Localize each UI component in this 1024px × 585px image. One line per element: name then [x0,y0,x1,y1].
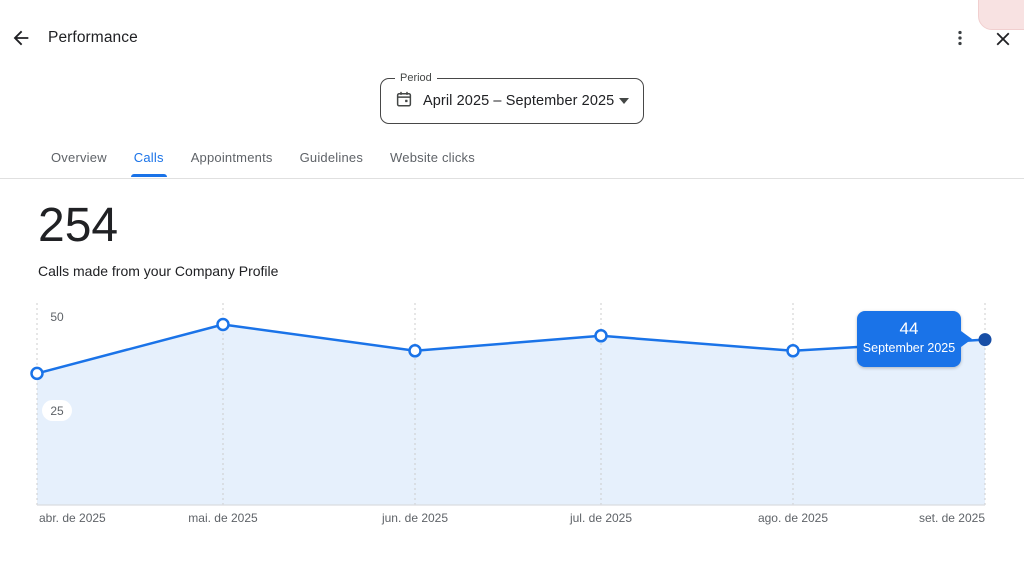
arrow-left-icon [10,27,32,52]
data-point[interactable] [594,329,608,343]
metric-value: 254 [38,199,119,252]
data-point[interactable] [30,366,44,381]
kebab-menu-icon [950,28,970,51]
calls-line-chart: 25 50 abr. de 2025 mai. de 2025 jun. de 202… [0,295,1024,545]
data-point[interactable] [408,344,422,358]
tab-appointments[interactable]: Appointments [191,146,273,177]
period-field-label: Period [395,71,437,85]
y-axis-label: 50 [50,310,64,324]
tooltip-value: 44 [899,319,919,338]
calendar-icon [395,90,413,113]
tooltip-label: September 2025 [862,341,956,355]
tab-guidelines[interactable]: Guidelines [300,146,363,177]
period-selector[interactable]: Period April 2025 – September 2025 [380,71,644,124]
data-point[interactable] [216,317,230,332]
pink-overlay [978,0,1024,30]
page-title: Performance [48,29,138,46]
header: Performance [0,0,1024,76]
tab-website-clicks[interactable]: Website clicks [390,146,475,177]
metric-description: Calls made from your Company Profile [38,263,279,280]
y-tick-pill [42,306,72,327]
period-value: April 2025 – September 2025 [423,93,615,109]
back-button[interactable] [8,26,34,52]
active-data-point[interactable] [978,333,992,347]
chart-tooltip: 44 September 2025 [857,311,972,367]
data-point[interactable] [786,344,800,358]
tab-bar: Overview Calls Appointments Guidelines W… [0,146,1024,179]
caret-down-icon [619,98,629,104]
period-section: Period April 2025 – September 2025 [0,71,1024,124]
metric-section: 254 Calls made from your Company Profile [38,199,1024,280]
x-axis-label: abr. de 2025 [39,511,106,525]
close-icon [992,28,1014,53]
tab-calls[interactable]: Calls [130,146,167,177]
chart-canvas: 25 50 [30,303,992,506]
tab-overview[interactable]: Overview [51,146,107,177]
more-options-button[interactable] [948,27,972,51]
close-button[interactable] [990,27,1016,53]
x-axis-label: mai. de 2025 [188,511,258,525]
x-axis-label: ago. de 2025 [757,511,829,525]
area-fill [37,324,985,505]
y-axis-label: 25 [50,404,64,418]
y-tick-pill [42,400,72,421]
x-axis-label: jun. de 2025 [381,511,449,525]
x-axis-label: jul. de 2025 [569,511,633,525]
x-axis: abr. de 2025 mai. de 2025 jun. de 2025 jul.… [0,511,1024,529]
line-series [35,323,987,375]
x-axis-label: set. de 2025 [918,511,985,525]
